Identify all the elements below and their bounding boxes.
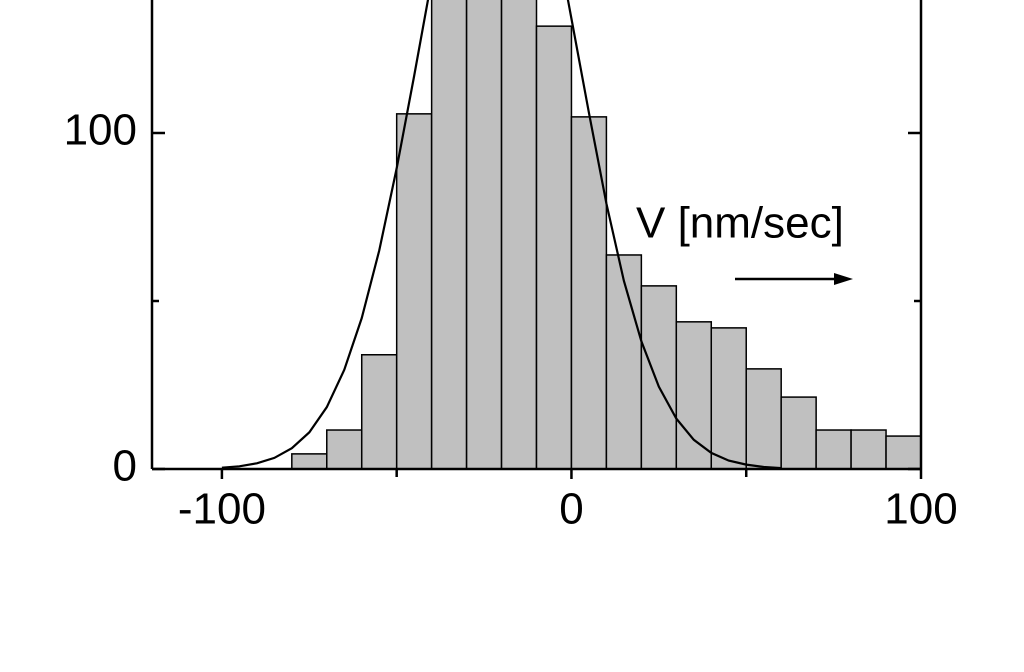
fit-curve — [221, 0, 782, 469]
bar — [675, 321, 713, 469]
bar — [291, 453, 328, 469]
y-tick-label: 100 — [64, 106, 137, 155]
plot-area — [221, 0, 921, 469]
bar — [815, 429, 852, 469]
bar — [885, 435, 921, 469]
bar — [395, 113, 433, 469]
bar — [326, 429, 363, 469]
bar — [500, 0, 538, 469]
bar — [745, 368, 782, 469]
bar — [640, 285, 678, 469]
bar — [850, 429, 887, 469]
x-tick-label: -100 — [178, 485, 266, 534]
ticks: 0 100 -100 0 100 — [64, 0, 958, 534]
bar — [780, 396, 817, 469]
bar — [535, 25, 573, 469]
bar — [605, 254, 643, 469]
bar — [360, 354, 398, 469]
annotation: V [nm/sec] — [636, 199, 844, 248]
bar — [570, 116, 608, 469]
y-tick-label: 0 — [113, 442, 137, 491]
bar — [465, 0, 503, 469]
arrow-head — [834, 273, 853, 285]
x-tick-label: 0 — [559, 485, 583, 534]
x-tick-label: 100 — [884, 485, 957, 534]
bar — [430, 0, 468, 469]
bar — [710, 327, 747, 469]
